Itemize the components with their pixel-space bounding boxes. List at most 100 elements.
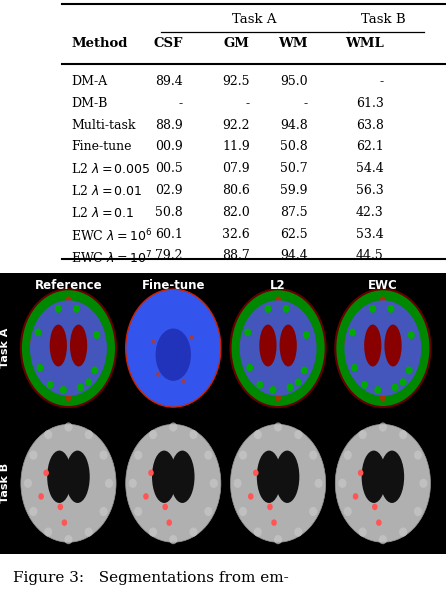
- Ellipse shape: [73, 305, 80, 313]
- Text: EWC $\lambda=10^7$: EWC $\lambda=10^7$: [71, 249, 153, 266]
- Ellipse shape: [156, 372, 160, 376]
- Ellipse shape: [344, 507, 352, 516]
- Text: Fine-tune: Fine-tune: [71, 140, 132, 153]
- Text: 50.8: 50.8: [280, 140, 308, 153]
- Ellipse shape: [129, 479, 137, 488]
- Ellipse shape: [362, 450, 386, 503]
- Text: Task B: Task B: [0, 463, 10, 503]
- Text: GM: GM: [224, 37, 250, 50]
- Ellipse shape: [210, 479, 218, 488]
- Ellipse shape: [166, 519, 172, 526]
- Text: -: -: [246, 97, 250, 110]
- Text: 62.1: 62.1: [356, 140, 384, 153]
- Ellipse shape: [34, 328, 41, 336]
- Text: DM-A: DM-A: [71, 75, 107, 88]
- Text: Fine-tune: Fine-tune: [141, 279, 205, 292]
- Ellipse shape: [349, 328, 356, 336]
- Text: WM: WM: [278, 37, 308, 50]
- Ellipse shape: [380, 450, 404, 503]
- Bar: [64, 464, 73, 490]
- Ellipse shape: [309, 450, 317, 460]
- Text: 11.9: 11.9: [222, 140, 250, 153]
- Ellipse shape: [388, 305, 395, 313]
- Ellipse shape: [295, 378, 302, 386]
- Ellipse shape: [21, 424, 116, 542]
- Bar: [274, 464, 282, 490]
- Ellipse shape: [30, 301, 107, 396]
- Text: 89.4: 89.4: [155, 75, 183, 88]
- Ellipse shape: [274, 423, 282, 432]
- Ellipse shape: [264, 305, 272, 313]
- Ellipse shape: [60, 386, 67, 394]
- Ellipse shape: [359, 430, 367, 439]
- Ellipse shape: [359, 527, 367, 537]
- Text: 02.9: 02.9: [155, 184, 183, 197]
- Ellipse shape: [239, 507, 247, 516]
- Ellipse shape: [294, 527, 302, 537]
- Ellipse shape: [419, 479, 427, 488]
- Text: L2 $\lambda=0.1$: L2 $\lambda=0.1$: [71, 206, 135, 220]
- Ellipse shape: [62, 519, 67, 526]
- Text: Reference: Reference: [35, 279, 102, 292]
- Ellipse shape: [372, 504, 378, 510]
- Ellipse shape: [376, 519, 382, 526]
- Text: Figure 3:   Segmentations from em-: Figure 3: Segmentations from em-: [13, 570, 289, 585]
- Ellipse shape: [239, 450, 247, 460]
- Ellipse shape: [55, 305, 62, 313]
- Text: 92.2: 92.2: [222, 118, 250, 132]
- Ellipse shape: [271, 519, 277, 526]
- Ellipse shape: [294, 430, 302, 439]
- Ellipse shape: [134, 450, 142, 460]
- Ellipse shape: [204, 450, 212, 460]
- Ellipse shape: [314, 479, 322, 488]
- Ellipse shape: [44, 527, 52, 537]
- Ellipse shape: [257, 450, 281, 503]
- Text: Task B: Task B: [361, 14, 406, 26]
- Ellipse shape: [400, 378, 407, 386]
- Ellipse shape: [134, 507, 142, 516]
- Text: 59.9: 59.9: [280, 184, 308, 197]
- Text: 95.0: 95.0: [280, 75, 308, 88]
- Ellipse shape: [248, 493, 253, 500]
- Text: EWC: EWC: [368, 279, 398, 292]
- Ellipse shape: [309, 341, 314, 347]
- Ellipse shape: [380, 395, 386, 401]
- Ellipse shape: [364, 325, 381, 367]
- Text: WML: WML: [345, 37, 384, 50]
- Text: 42.3: 42.3: [356, 206, 384, 219]
- Ellipse shape: [234, 479, 242, 488]
- Ellipse shape: [24, 479, 32, 488]
- Text: 50.7: 50.7: [280, 162, 308, 175]
- Ellipse shape: [148, 469, 154, 476]
- Ellipse shape: [260, 325, 277, 367]
- Ellipse shape: [240, 301, 317, 396]
- Ellipse shape: [47, 381, 54, 389]
- Ellipse shape: [309, 507, 317, 516]
- Ellipse shape: [170, 450, 194, 503]
- Ellipse shape: [269, 386, 277, 394]
- Ellipse shape: [126, 424, 221, 542]
- Ellipse shape: [77, 384, 84, 391]
- Text: L2: L2: [270, 279, 286, 292]
- Ellipse shape: [99, 450, 107, 460]
- Ellipse shape: [149, 527, 157, 537]
- Ellipse shape: [301, 367, 308, 375]
- Ellipse shape: [143, 493, 149, 500]
- Ellipse shape: [246, 364, 253, 371]
- Ellipse shape: [253, 469, 259, 476]
- Ellipse shape: [335, 424, 430, 542]
- Ellipse shape: [256, 381, 264, 389]
- Text: 32.6: 32.6: [222, 228, 250, 241]
- Ellipse shape: [66, 395, 71, 401]
- Ellipse shape: [21, 289, 116, 407]
- Ellipse shape: [105, 479, 113, 488]
- Ellipse shape: [190, 430, 198, 439]
- Ellipse shape: [361, 381, 368, 389]
- Ellipse shape: [58, 504, 63, 510]
- Text: 54.4: 54.4: [356, 162, 384, 175]
- Text: 60.1: 60.1: [155, 228, 183, 241]
- Text: 00.9: 00.9: [155, 140, 183, 153]
- Text: 61.3: 61.3: [356, 97, 384, 110]
- Ellipse shape: [149, 430, 157, 439]
- Ellipse shape: [240, 338, 246, 345]
